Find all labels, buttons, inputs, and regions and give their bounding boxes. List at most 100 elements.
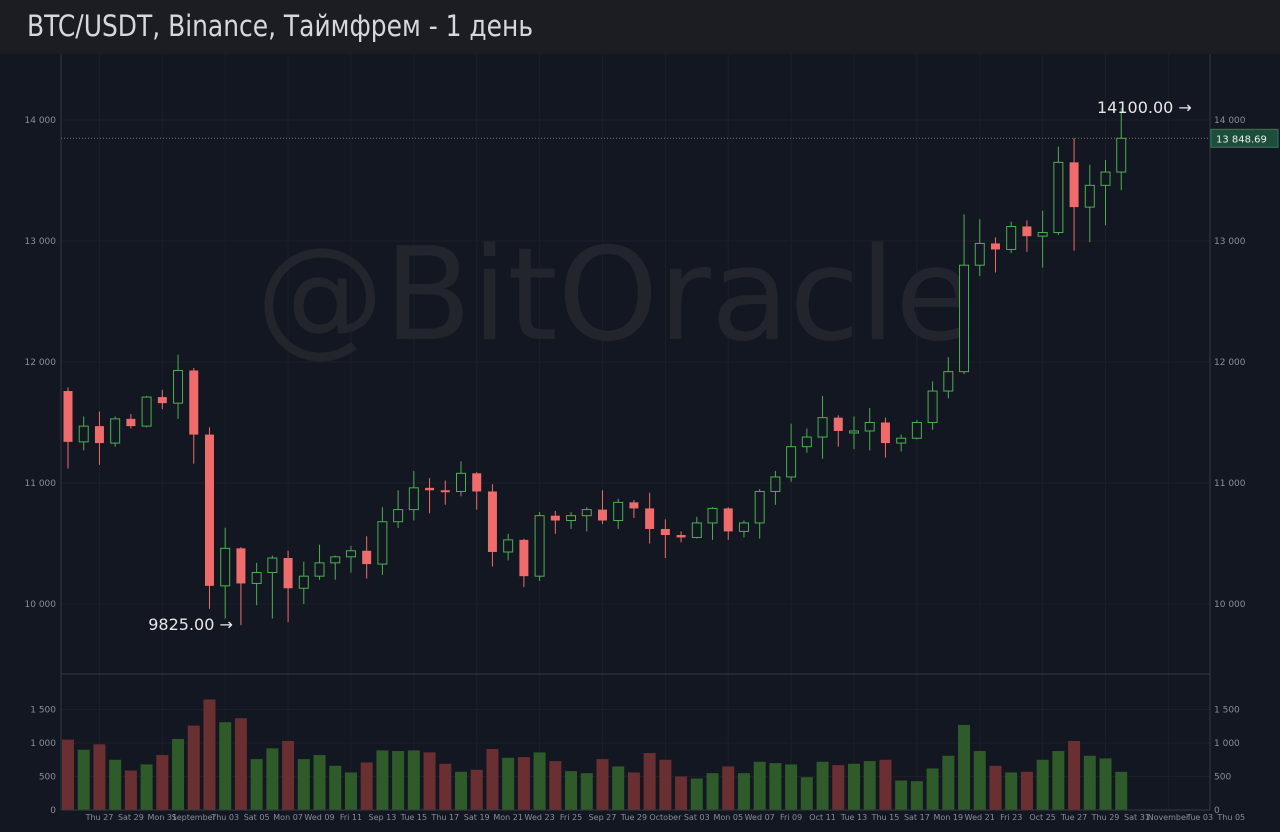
candle-body: [314, 562, 325, 577]
x-tick-label: Oct 11: [809, 813, 836, 822]
candle-body: [362, 550, 372, 565]
candlestick-chart[interactable]: @BitOracle 10 000 10 000 11 000 11 000 12 00…: [0, 54, 1280, 832]
x-tick-label: Sep 13: [368, 813, 396, 822]
volume-bar: [1083, 755, 1096, 810]
candle-body: [220, 547, 231, 587]
x-tick-label: Sat 31: [1124, 813, 1150, 822]
x-tick-label: Oct 25: [1029, 813, 1056, 822]
candle-body: [676, 535, 686, 538]
candle-body: [440, 490, 450, 493]
volume-bar: [737, 773, 750, 810]
price-tick-label-right: 12 000: [1214, 358, 1246, 368]
candle-body: [754, 490, 765, 524]
volume-bar: [706, 773, 719, 810]
x-tick-label: Wed 23: [525, 813, 555, 822]
volume-bar: [1052, 751, 1065, 810]
volume-bar: [517, 757, 530, 810]
volume-bar: [109, 759, 122, 810]
candle-body: [1006, 225, 1017, 250]
volume-bar: [344, 772, 357, 810]
volume-bar: [1036, 759, 1049, 810]
volume-bar: [879, 759, 892, 810]
volume-bar: [376, 750, 389, 810]
candle-body: [204, 434, 214, 586]
x-tick-label: Mon 19: [934, 813, 964, 822]
annotations: 14100.00 → 9825.00 →: [148, 98, 1192, 634]
volume-bar: [392, 751, 405, 810]
candle-body: [157, 397, 167, 404]
candle-body: [267, 557, 278, 574]
x-tick-label: Tue 27: [1060, 813, 1087, 822]
x-tick-label: Mon 31: [148, 813, 178, 822]
volume-tick-label-left: 1 500: [30, 706, 56, 716]
candle-body: [660, 528, 670, 536]
candle-body: [581, 509, 592, 517]
volume-bar: [800, 777, 813, 810]
volume-bar: [172, 738, 185, 810]
volume-bar: [1115, 771, 1128, 810]
volume-bar: [596, 759, 609, 810]
price-tick-label-left: 10 000: [25, 600, 57, 610]
last-price-label: 13 848.69: [1216, 134, 1267, 145]
x-tick-label: Fri 25: [560, 813, 582, 822]
chart-background: [0, 54, 1280, 832]
x-tick-label: Sat 05: [244, 813, 270, 822]
x-tick-label: Mon 05: [713, 813, 743, 822]
candle-body: [770, 476, 781, 492]
high-annotation: 14100.00 →: [1097, 98, 1192, 117]
x-tick-label: October: [649, 813, 682, 822]
x-tick-label: Tue 03: [1186, 813, 1213, 822]
volume-bar: [77, 749, 90, 810]
candle-body: [298, 575, 309, 589]
candle-body: [1069, 162, 1079, 208]
candle-body: [1100, 171, 1111, 186]
x-tick-label: Thu 03: [210, 813, 239, 822]
volume-bar: [1020, 771, 1033, 810]
volume-tick-label-left: 500: [39, 773, 56, 783]
volume-bar: [407, 750, 420, 810]
x-tick-label: Tue 13: [840, 813, 867, 822]
volume-bar: [1068, 740, 1081, 810]
x-tick-label: Sat 29: [118, 813, 144, 822]
chart-title: BTC/USDT, Binance, Таймфрем - 1 день: [27, 9, 534, 43]
candle-body: [393, 509, 404, 523]
price-tick-label-left: 14 000: [25, 116, 57, 126]
volume-bar: [203, 699, 216, 810]
candle-body: [78, 425, 89, 443]
x-tick-label: Wed 21: [965, 813, 995, 822]
volume-bar: [297, 759, 310, 810]
volume-tick-label-left: 1 000: [30, 739, 56, 749]
candle-body: [472, 473, 482, 492]
candle-body: [251, 572, 262, 584]
candles: [63, 107, 1127, 626]
x-tick-label: Fri 09: [780, 813, 802, 822]
volume-bars: [62, 699, 1128, 810]
volume-bar: [140, 764, 153, 810]
candle-body: [63, 391, 73, 442]
volume-tick-label-right: 500: [1214, 773, 1231, 783]
price-tick-label-left: 13 000: [25, 237, 57, 247]
title-bar: BTC/USDT, Binance, Таймфрем - 1 день: [0, 0, 1280, 54]
volume-bar: [973, 751, 986, 810]
x-tick-label: November: [1148, 813, 1190, 822]
volume-bar: [769, 763, 782, 810]
volume-bar: [187, 725, 200, 810]
candle-body: [330, 556, 341, 564]
volume-bar: [156, 755, 169, 810]
volume-bar: [627, 772, 640, 810]
candle-body: [974, 242, 985, 266]
candle-body: [880, 422, 890, 444]
axes: 10 000 10 000 11 000 11 000 12 000 12 000 13 0…: [25, 54, 1279, 822]
candle-body: [110, 418, 121, 444]
candle-body: [345, 550, 356, 558]
candle-body: [126, 418, 136, 427]
volume-tick-label-right: 0: [1214, 806, 1220, 816]
volume-tick-label-left: 0: [50, 806, 56, 816]
candle-body: [1084, 184, 1095, 208]
x-tick-label: Thu 15: [871, 813, 900, 822]
volume-bar: [423, 752, 436, 810]
volume-bar: [250, 759, 263, 810]
volume-bar: [863, 761, 876, 810]
x-tick-label: Sep 27: [589, 813, 617, 822]
volume-bar: [313, 755, 326, 810]
